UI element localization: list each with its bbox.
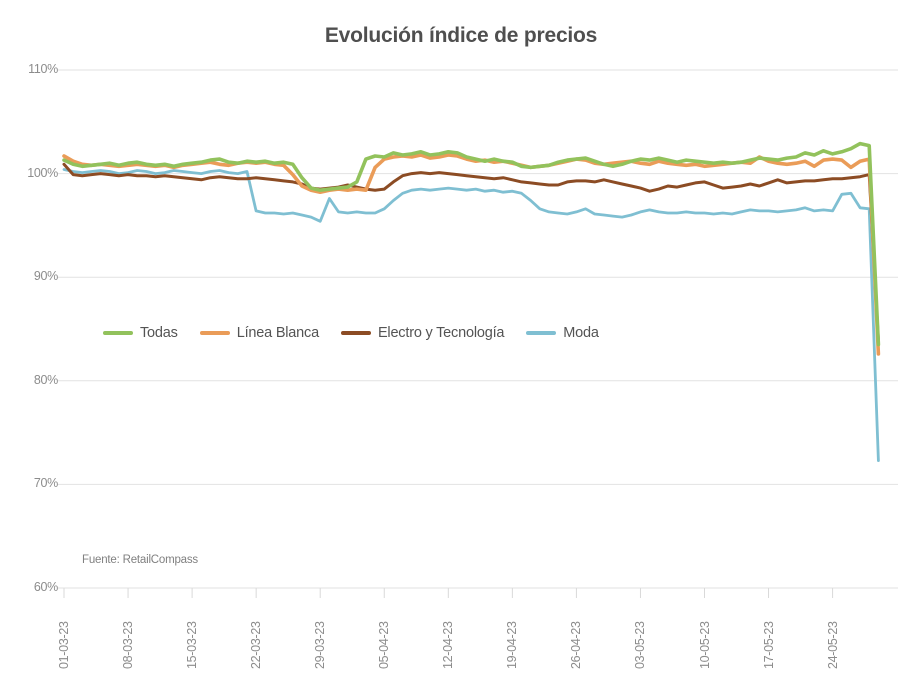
chart-legend: Todas Línea Blanca Electro y Tecnología … xyxy=(103,324,599,342)
x-axis-label: 26-04-23 xyxy=(569,621,584,669)
y-axis-label: 70% xyxy=(33,476,58,491)
x-axis-label: 03-05-23 xyxy=(633,621,648,669)
legend-swatch-moda-icon xyxy=(526,330,557,336)
y-axis-label: 60% xyxy=(33,580,58,594)
series-line-electro-y-tecnolog-a xyxy=(62,162,880,342)
x-axis-label: 22-03-23 xyxy=(249,621,264,669)
x-axis-label: 24-05-23 xyxy=(825,621,840,669)
legend-label-moda: Moda xyxy=(563,325,599,341)
legend-item-todas: Todas xyxy=(103,325,178,341)
x-axis-label: 12-04-23 xyxy=(441,621,456,669)
legend-label-linea-blanca: Línea Blanca xyxy=(236,325,319,341)
x-axis-label: 15-03-23 xyxy=(185,621,200,669)
y-axis-label: 110% xyxy=(28,62,58,76)
legend-label-electro-y-tecnologia: Electro y Tecnología xyxy=(377,325,505,341)
legend-swatch-todas-icon xyxy=(103,330,133,336)
legend-swatch-electro-y-tecnologia-icon xyxy=(340,330,371,336)
x-axis-label: 08-03-23 xyxy=(121,621,136,669)
legend-item-moda: Moda xyxy=(526,325,599,341)
series-line-moda xyxy=(62,168,880,463)
chart-title: Evolución índice de precios xyxy=(324,24,598,47)
source-note: Fuente: RetailCompass xyxy=(82,554,198,566)
x-axis-label: 01-03-23 xyxy=(57,621,71,669)
x-axis-label: 10-05-23 xyxy=(697,621,712,669)
legend-item-linea-blanca: Línea Blanca xyxy=(199,325,319,341)
x-axis-label: 17-05-23 xyxy=(761,621,776,669)
x-axis-label: 19-04-23 xyxy=(505,621,520,669)
x-axis-label: 05-04-23 xyxy=(377,621,392,669)
y-axis-label: 90% xyxy=(33,269,58,284)
legend-item-electro-y-tecnologia: Electro y Tecnología xyxy=(340,325,505,341)
series-line-todas xyxy=(62,141,881,347)
legend-swatch-linea-blanca-icon xyxy=(199,330,230,336)
y-axis-label: 100% xyxy=(27,165,58,180)
x-axis-label: 29-03-23 xyxy=(313,621,328,669)
y-axis-label: 80% xyxy=(33,372,58,387)
legend-label-todas: Todas xyxy=(140,325,178,341)
